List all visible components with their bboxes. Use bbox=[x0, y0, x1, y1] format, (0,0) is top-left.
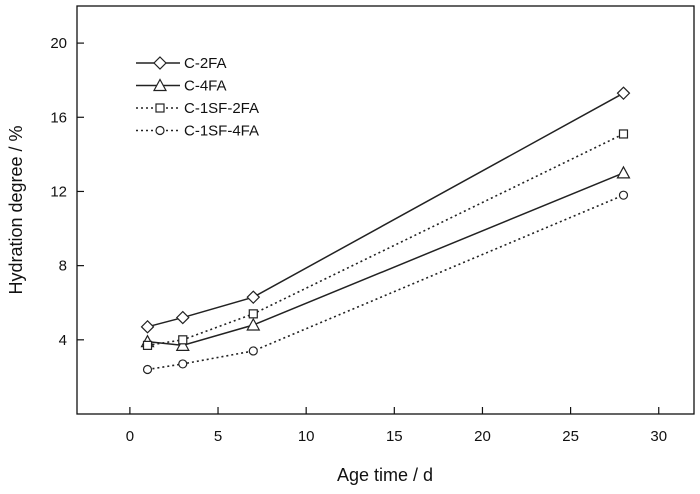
data-point-circle bbox=[248, 346, 258, 356]
y-tick-label: 4 bbox=[59, 332, 67, 349]
x-tick-label: 5 bbox=[214, 428, 222, 445]
data-point-diamond bbox=[153, 56, 167, 70]
data-point-square bbox=[155, 103, 165, 113]
data-point-square bbox=[142, 340, 153, 350]
x-axis-ticks: 0 5 10 15 20 25 30 bbox=[126, 407, 667, 445]
data-point-circle bbox=[142, 364, 153, 375]
plot-frame bbox=[76, 5, 695, 415]
y-tick-label: 12 bbox=[50, 183, 67, 200]
data-point-square bbox=[248, 309, 258, 319]
legend-item: C-2FA bbox=[136, 55, 227, 72]
data-point-triangle bbox=[246, 317, 261, 331]
data-point-diamond bbox=[246, 290, 261, 305]
legend-label: C-2FA bbox=[184, 55, 227, 72]
x-tick-label: 20 bbox=[474, 428, 491, 445]
series-line bbox=[147, 172, 624, 347]
y-tick-label: 16 bbox=[50, 109, 67, 126]
x-tick-label: 0 bbox=[126, 428, 134, 445]
data-point-circle bbox=[155, 125, 165, 136]
y-axis-title: Hydration degree / % bbox=[6, 125, 26, 294]
data-point-triangle bbox=[175, 338, 190, 351]
series-C-4FA bbox=[140, 165, 631, 351]
data-point-diamond bbox=[175, 310, 190, 325]
legend-label: C-1SF-2FA bbox=[184, 100, 259, 117]
data-point-diamond bbox=[616, 86, 631, 101]
data-point-diamond bbox=[140, 319, 155, 334]
data-point-circle bbox=[618, 190, 629, 200]
legend-item: C-1SF-2FA bbox=[136, 100, 259, 117]
y-axis-ticks: 4 8 12 16 20 bbox=[50, 35, 84, 349]
legend-item: C-1SF-4FA bbox=[136, 123, 259, 140]
data-point-triangle bbox=[152, 78, 168, 92]
series-line bbox=[147, 133, 624, 347]
series-C-2FA bbox=[140, 86, 631, 334]
series-C-1SF-4FA bbox=[142, 190, 629, 375]
x-tick-label: 15 bbox=[386, 428, 403, 445]
x-tick-label: 10 bbox=[298, 428, 315, 445]
x-axis-title: Age time / d bbox=[337, 465, 433, 485]
y-tick-label: 20 bbox=[50, 35, 67, 52]
series-layer bbox=[140, 86, 631, 375]
legend: C-2FA C-4FA C-1SF-2FA C-1SF-4FA bbox=[136, 55, 259, 140]
data-point-square bbox=[178, 335, 188, 345]
x-tick-label: 25 bbox=[562, 428, 579, 445]
data-point-triangle bbox=[616, 165, 631, 179]
series-C-1SF-2FA bbox=[142, 129, 629, 350]
y-tick-label: 8 bbox=[59, 258, 67, 275]
x-tick-label: 30 bbox=[650, 428, 667, 445]
legend-label: C-4FA bbox=[184, 78, 227, 95]
data-point-square bbox=[618, 129, 629, 139]
data-point-circle bbox=[178, 359, 188, 369]
legend-item: C-4FA bbox=[136, 78, 227, 95]
series-line bbox=[147, 194, 624, 371]
series-line bbox=[147, 92, 624, 328]
legend-label: C-1SF-4FA bbox=[184, 123, 259, 140]
